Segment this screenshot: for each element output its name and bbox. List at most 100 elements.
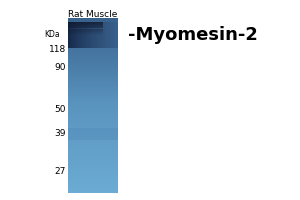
Text: 90: 90 bbox=[55, 64, 66, 72]
Bar bbox=[68, 88, 118, 89]
Bar bbox=[68, 96, 118, 97]
Bar bbox=[68, 26, 103, 27]
Bar bbox=[68, 155, 118, 156]
Bar bbox=[68, 178, 118, 179]
Bar bbox=[68, 72, 118, 73]
Bar bbox=[68, 147, 118, 148]
Bar bbox=[68, 31, 118, 32]
Bar bbox=[68, 186, 118, 187]
Bar bbox=[68, 27, 118, 28]
Bar bbox=[68, 26, 118, 27]
Bar bbox=[68, 149, 118, 150]
Bar bbox=[68, 54, 118, 55]
Bar bbox=[68, 89, 118, 90]
Bar bbox=[68, 175, 118, 176]
Bar bbox=[68, 165, 118, 166]
Bar bbox=[68, 151, 118, 152]
Bar bbox=[68, 30, 103, 31]
Bar bbox=[110, 22, 112, 48]
Bar bbox=[98, 22, 99, 48]
Bar bbox=[68, 74, 118, 75]
Bar bbox=[111, 22, 113, 48]
Bar bbox=[68, 83, 118, 84]
Bar bbox=[68, 108, 118, 109]
Bar bbox=[68, 27, 103, 28]
Bar bbox=[68, 61, 118, 62]
Bar bbox=[68, 182, 118, 183]
Bar bbox=[68, 34, 118, 35]
Bar bbox=[68, 161, 118, 162]
Bar bbox=[68, 104, 118, 105]
Bar bbox=[68, 181, 118, 182]
Bar bbox=[68, 48, 118, 49]
Bar bbox=[68, 119, 118, 121]
Bar bbox=[68, 52, 118, 53]
Bar bbox=[89, 22, 90, 48]
Bar bbox=[115, 22, 116, 48]
Bar bbox=[68, 76, 118, 77]
Text: 50: 50 bbox=[55, 106, 66, 114]
Bar bbox=[68, 64, 118, 65]
Bar bbox=[68, 134, 118, 135]
Bar bbox=[68, 115, 118, 116]
Bar bbox=[68, 156, 118, 157]
Bar bbox=[85, 22, 87, 48]
Bar bbox=[72, 22, 74, 48]
Bar bbox=[80, 22, 82, 48]
Bar bbox=[68, 119, 118, 120]
Bar bbox=[68, 28, 118, 29]
Bar bbox=[68, 95, 118, 96]
Bar bbox=[105, 22, 106, 48]
Bar bbox=[68, 74, 118, 75]
Bar bbox=[83, 22, 84, 48]
Bar bbox=[68, 151, 118, 152]
Bar bbox=[68, 73, 118, 74]
Bar bbox=[68, 154, 118, 155]
Bar bbox=[68, 129, 118, 130]
Bar bbox=[68, 110, 118, 111]
Bar bbox=[76, 22, 77, 48]
Bar bbox=[68, 29, 103, 30]
Bar bbox=[68, 46, 118, 47]
Bar bbox=[68, 91, 118, 92]
Bar bbox=[68, 27, 118, 28]
Bar bbox=[68, 146, 118, 147]
Bar bbox=[68, 42, 118, 43]
Bar bbox=[68, 58, 118, 59]
Bar bbox=[68, 31, 118, 32]
Bar bbox=[68, 26, 118, 27]
Bar bbox=[68, 45, 118, 46]
Bar bbox=[68, 82, 118, 83]
Bar bbox=[68, 36, 118, 37]
Bar bbox=[68, 191, 118, 193]
Bar bbox=[117, 22, 119, 48]
Bar bbox=[68, 121, 118, 122]
Bar bbox=[68, 114, 118, 115]
Bar bbox=[68, 148, 118, 150]
Bar bbox=[112, 22, 113, 48]
Bar bbox=[68, 37, 118, 38]
Bar bbox=[68, 106, 118, 107]
Bar bbox=[108, 22, 109, 48]
Bar bbox=[68, 162, 118, 164]
Bar bbox=[68, 150, 118, 151]
Bar bbox=[68, 73, 118, 74]
Bar bbox=[68, 84, 118, 85]
Bar bbox=[68, 106, 118, 107]
Bar bbox=[68, 33, 103, 34]
Bar bbox=[68, 22, 103, 23]
Bar bbox=[68, 190, 118, 191]
Bar bbox=[68, 143, 118, 144]
Bar bbox=[106, 22, 108, 48]
Bar bbox=[68, 189, 118, 190]
Bar bbox=[69, 22, 70, 48]
Bar bbox=[68, 28, 103, 29]
Bar bbox=[68, 136, 118, 137]
Bar bbox=[68, 62, 118, 63]
Bar bbox=[95, 22, 96, 48]
Bar bbox=[78, 22, 79, 48]
Bar bbox=[68, 113, 118, 114]
Bar bbox=[68, 50, 118, 52]
Bar bbox=[68, 110, 118, 111]
Bar bbox=[70, 22, 72, 48]
